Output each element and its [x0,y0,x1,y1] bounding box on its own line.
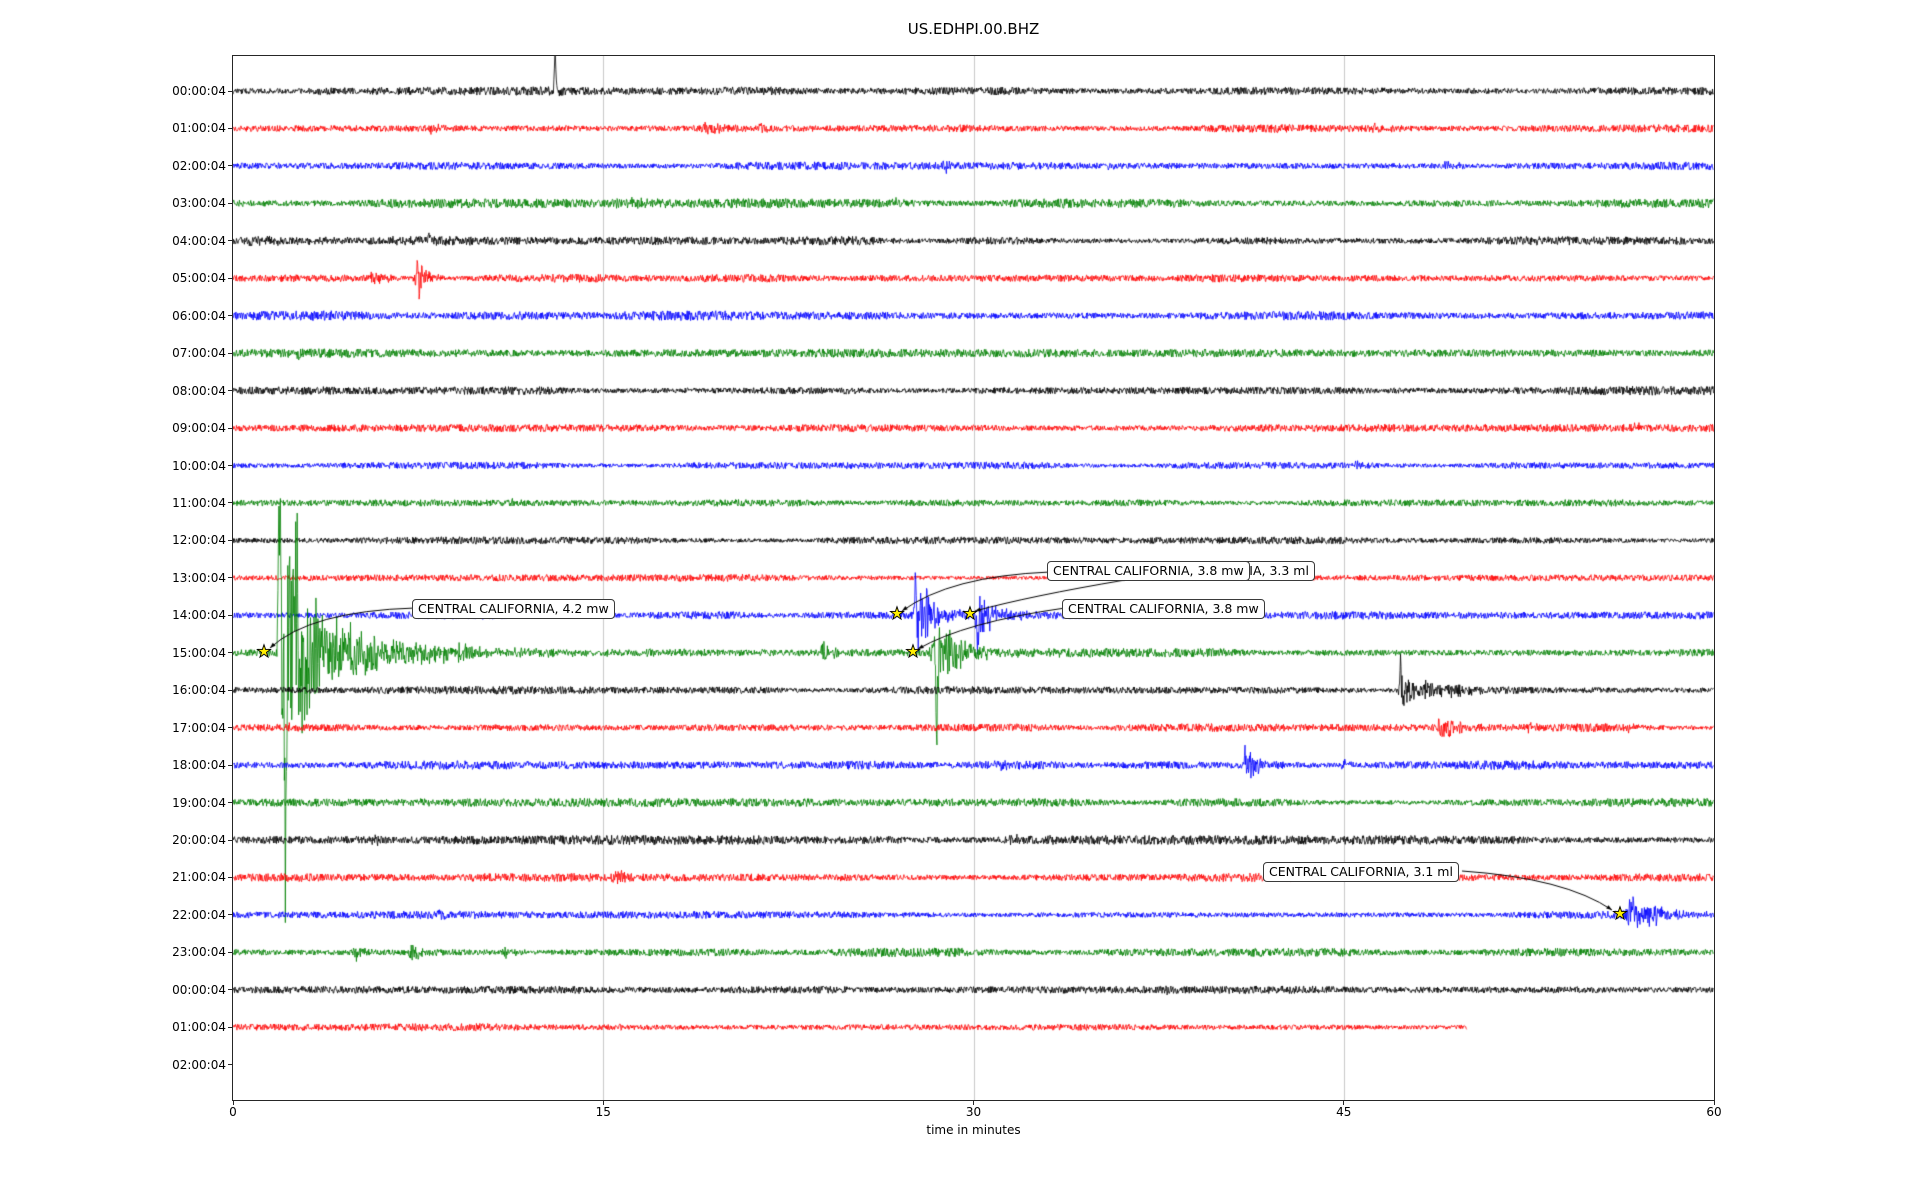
time-label: 19:00:04 [172,795,226,810]
y-tick-mark [228,802,232,804]
time-label: 06:00:04 [172,308,226,323]
event-annotation: CENTRAL CALIFORNIA, 3.8 mw [1047,561,1250,581]
x-tick-label: 45 [1336,1105,1352,1119]
x-tick-label: 0 [229,1105,237,1119]
event-star-icon: ★ [256,642,272,663]
y-tick-mark [228,1064,232,1066]
time-label: 00:00:04 [172,982,226,997]
event-annotation: CENTRAL CALIFORNIA, 4.2 mw [412,599,615,619]
y-tick-mark [228,315,232,317]
y-tick-mark [228,727,232,729]
x-tick-mark [973,1101,974,1105]
x-tick-mark [232,1101,234,1105]
y-tick-mark [228,90,232,92]
time-label: 02:00:04 [172,1057,226,1072]
y-tick-mark [228,614,232,616]
event-star-icon: ★ [889,604,905,625]
y-tick-mark [228,764,232,766]
y-tick-mark [228,577,232,579]
y-tick-mark [228,277,232,279]
time-label: 09:00:04 [172,421,226,436]
time-label: 00:00:04 [172,84,226,98]
y-tick-mark [228,689,232,691]
time-label: 21:00:04 [172,870,226,885]
time-label: 11:00:04 [172,495,226,510]
x-tick-mark [602,1101,604,1105]
y-tick-mark [228,390,232,392]
event-star-icon: ★ [962,604,978,625]
event-star-icon: ★ [905,642,921,663]
time-label: 23:00:04 [172,945,226,960]
event-annotation: CENTRAL CALIFORNIA, 3.1 ml [1263,862,1459,882]
time-label: 03:00:04 [172,196,226,211]
time-label: 08:00:04 [172,383,226,398]
x-tick-label: 60 [1706,1105,1722,1119]
time-label: 16:00:04 [172,683,226,698]
time-label: 12:00:04 [172,533,226,548]
time-label: 04:00:04 [172,233,226,248]
x-axis-title: time in minutes [926,1123,1021,1137]
y-tick-mark [228,165,232,167]
y-tick-mark [228,352,232,354]
time-label: 20:00:04 [172,833,226,847]
time-label: 18:00:04 [172,758,226,773]
y-tick-mark [228,427,232,429]
x-tick-label: 30 [965,1105,982,1119]
y-tick-mark [228,465,232,466]
y-tick-mark [228,127,232,129]
y-tick-mark [228,539,232,541]
time-label: 13:00:04 [172,570,226,585]
y-tick-mark [228,652,232,654]
time-label: 22:00:04 [172,907,226,922]
y-tick-mark [228,240,232,242]
y-tick-mark [228,876,232,878]
y-tick-mark [228,839,232,841]
y-tick-mark [228,502,232,504]
y-tick-mark [228,202,232,204]
time-label: 14:00:04 [172,608,226,623]
x-tick-label: 15 [595,1105,611,1119]
time-label: 01:00:04 [172,1020,226,1035]
waveform-canvas [233,56,1714,1100]
y-tick-mark [228,914,232,916]
time-label: 05:00:04 [172,271,226,286]
event-annotation: CENTRAL CALIFORNIA, 3.8 mw [1062,599,1265,619]
plot-title: US.EDHPI.00.BHZ [907,20,1040,38]
x-tick-mark [1713,1101,1715,1105]
x-tick-mark [1343,1101,1345,1105]
event-star-icon: ★ [1612,904,1628,925]
time-label: 01:00:04 [172,121,226,136]
time-label: 10:00:04 [172,458,226,473]
time-label: 07:00:04 [172,346,226,361]
plot-area [232,55,1715,1101]
time-label: 02:00:04 [172,158,226,173]
y-tick-mark [228,989,232,991]
time-label: 17:00:04 [172,720,226,735]
time-label: 15:00:04 [172,645,226,660]
y-tick-mark [228,951,232,953]
y-tick-mark [228,1026,232,1028]
